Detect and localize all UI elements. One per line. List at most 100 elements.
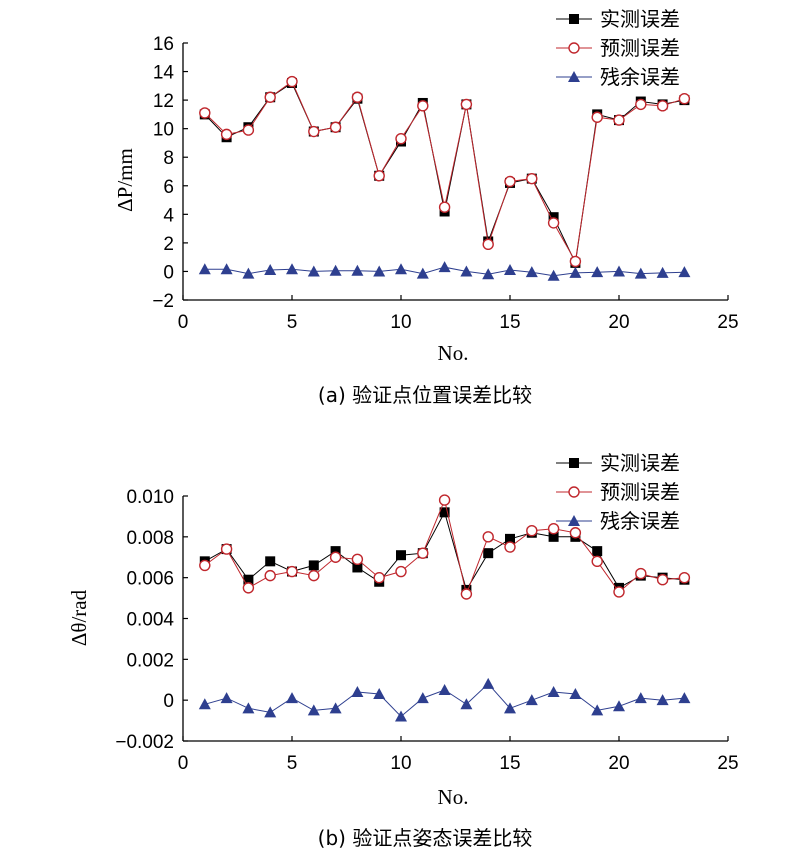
series-line — [204, 80, 685, 263]
y-tick-label: 0 — [163, 691, 174, 712]
data-point — [416, 267, 429, 279]
data-point — [569, 688, 582, 700]
data-point — [525, 266, 538, 278]
x-axis-label: No. — [438, 785, 469, 809]
data-point — [591, 111, 603, 123]
data-point — [438, 201, 451, 213]
data-point — [547, 217, 560, 229]
x-tick-label: 5 — [287, 753, 298, 774]
x-tick-label: 15 — [499, 312, 520, 333]
x-tick-label: 25 — [717, 753, 738, 774]
data-point — [264, 91, 276, 103]
data-point — [264, 264, 277, 276]
legend-marker-1 — [556, 486, 592, 498]
data-point — [613, 586, 625, 598]
y-tick-label: 0.008 — [126, 528, 174, 549]
x-tick-label: 25 — [717, 312, 738, 333]
legend-marker-0 — [556, 14, 592, 24]
data-point — [396, 550, 406, 561]
data-point — [547, 686, 560, 697]
legend-symbol — [568, 42, 580, 54]
data-point — [678, 92, 691, 105]
data-point — [416, 692, 429, 704]
legend-label-2: 残余误差 — [600, 65, 680, 89]
data-point — [242, 124, 255, 136]
data-point — [547, 522, 560, 535]
data-point — [526, 525, 538, 537]
data-point — [286, 263, 298, 275]
legend-label-0: 实测误差 — [600, 451, 680, 475]
axes-frame — [182, 42, 729, 301]
data-point — [307, 704, 320, 716]
data-point — [242, 702, 255, 714]
data-point — [635, 98, 647, 111]
data-point — [220, 263, 233, 275]
data-point — [329, 702, 342, 714]
legend: 实测误差 预测误差 残余误差 — [556, 7, 680, 89]
data-point — [678, 266, 691, 278]
data-point — [417, 100, 429, 112]
legend-symbol — [568, 71, 580, 82]
data-point — [352, 562, 363, 573]
data-point — [482, 677, 495, 689]
data-point — [220, 128, 233, 141]
data-point — [634, 692, 647, 704]
x-tick-label: 0 — [178, 753, 189, 774]
legend-label-1: 预测误差 — [600, 480, 680, 504]
x-tick-label: 10 — [390, 753, 411, 774]
tick-labels: 0 5 10 15 20 25−0.00200.0020.0040.0060.0080.0… — [115, 487, 738, 774]
panel-caption: (b) 验证点姿态误差比较 — [318, 826, 533, 850]
data-point — [613, 114, 625, 126]
data-point — [460, 698, 473, 710]
data-point — [308, 560, 319, 571]
data-point — [460, 588, 473, 600]
data-point — [351, 553, 364, 565]
data-point — [548, 212, 559, 223]
legend-symbol — [569, 14, 579, 24]
data-point — [569, 266, 582, 278]
data-point — [373, 170, 385, 182]
data-point — [482, 268, 495, 280]
data-point — [351, 686, 364, 697]
panel-b: 0 5 10 15 20 25−0.00200.0020.0040.0060.0080.0… — [67, 451, 739, 850]
y-tick-label: 4 — [163, 205, 174, 226]
y-axis-label: ΔP/mm — [113, 148, 137, 212]
data-point — [504, 175, 516, 188]
data-point — [483, 548, 494, 559]
data-point — [613, 700, 625, 712]
x-tick-label: 5 — [287, 312, 298, 333]
x-tick-label: 20 — [608, 753, 629, 774]
legend-symbol — [569, 458, 579, 468]
series-1 — [199, 75, 691, 268]
y-tick-label: 0.002 — [126, 650, 174, 671]
data-point — [329, 121, 342, 133]
data-point — [635, 567, 647, 580]
data-point — [548, 531, 559, 542]
y-tick-label: 12 — [153, 91, 174, 112]
x-tick-label: 15 — [499, 753, 520, 774]
series-2 — [198, 677, 691, 722]
x-tick-label: 0 — [178, 312, 189, 333]
y-tick-label: 16 — [153, 34, 174, 55]
data-point — [482, 531, 494, 543]
data-point — [417, 547, 429, 559]
data-point — [198, 698, 211, 710]
x-axis-label: No. — [438, 341, 469, 365]
y-tick-label: −2 — [152, 291, 174, 312]
legend-symbol — [568, 515, 580, 526]
data-point — [286, 692, 298, 704]
data-point — [351, 264, 364, 276]
data-point — [656, 266, 669, 278]
data-point — [569, 527, 582, 539]
panel-caption: (a) 验证点位置误差比较 — [318, 383, 532, 407]
x-tick-label: 20 — [608, 312, 629, 333]
legend-marker-1 — [556, 42, 592, 54]
data-point — [547, 269, 560, 281]
data-point — [286, 565, 298, 578]
series-1 — [199, 494, 691, 600]
data-point — [264, 706, 277, 718]
legend-marker-2 — [556, 515, 592, 526]
y-tick-label: 0.010 — [126, 487, 174, 508]
